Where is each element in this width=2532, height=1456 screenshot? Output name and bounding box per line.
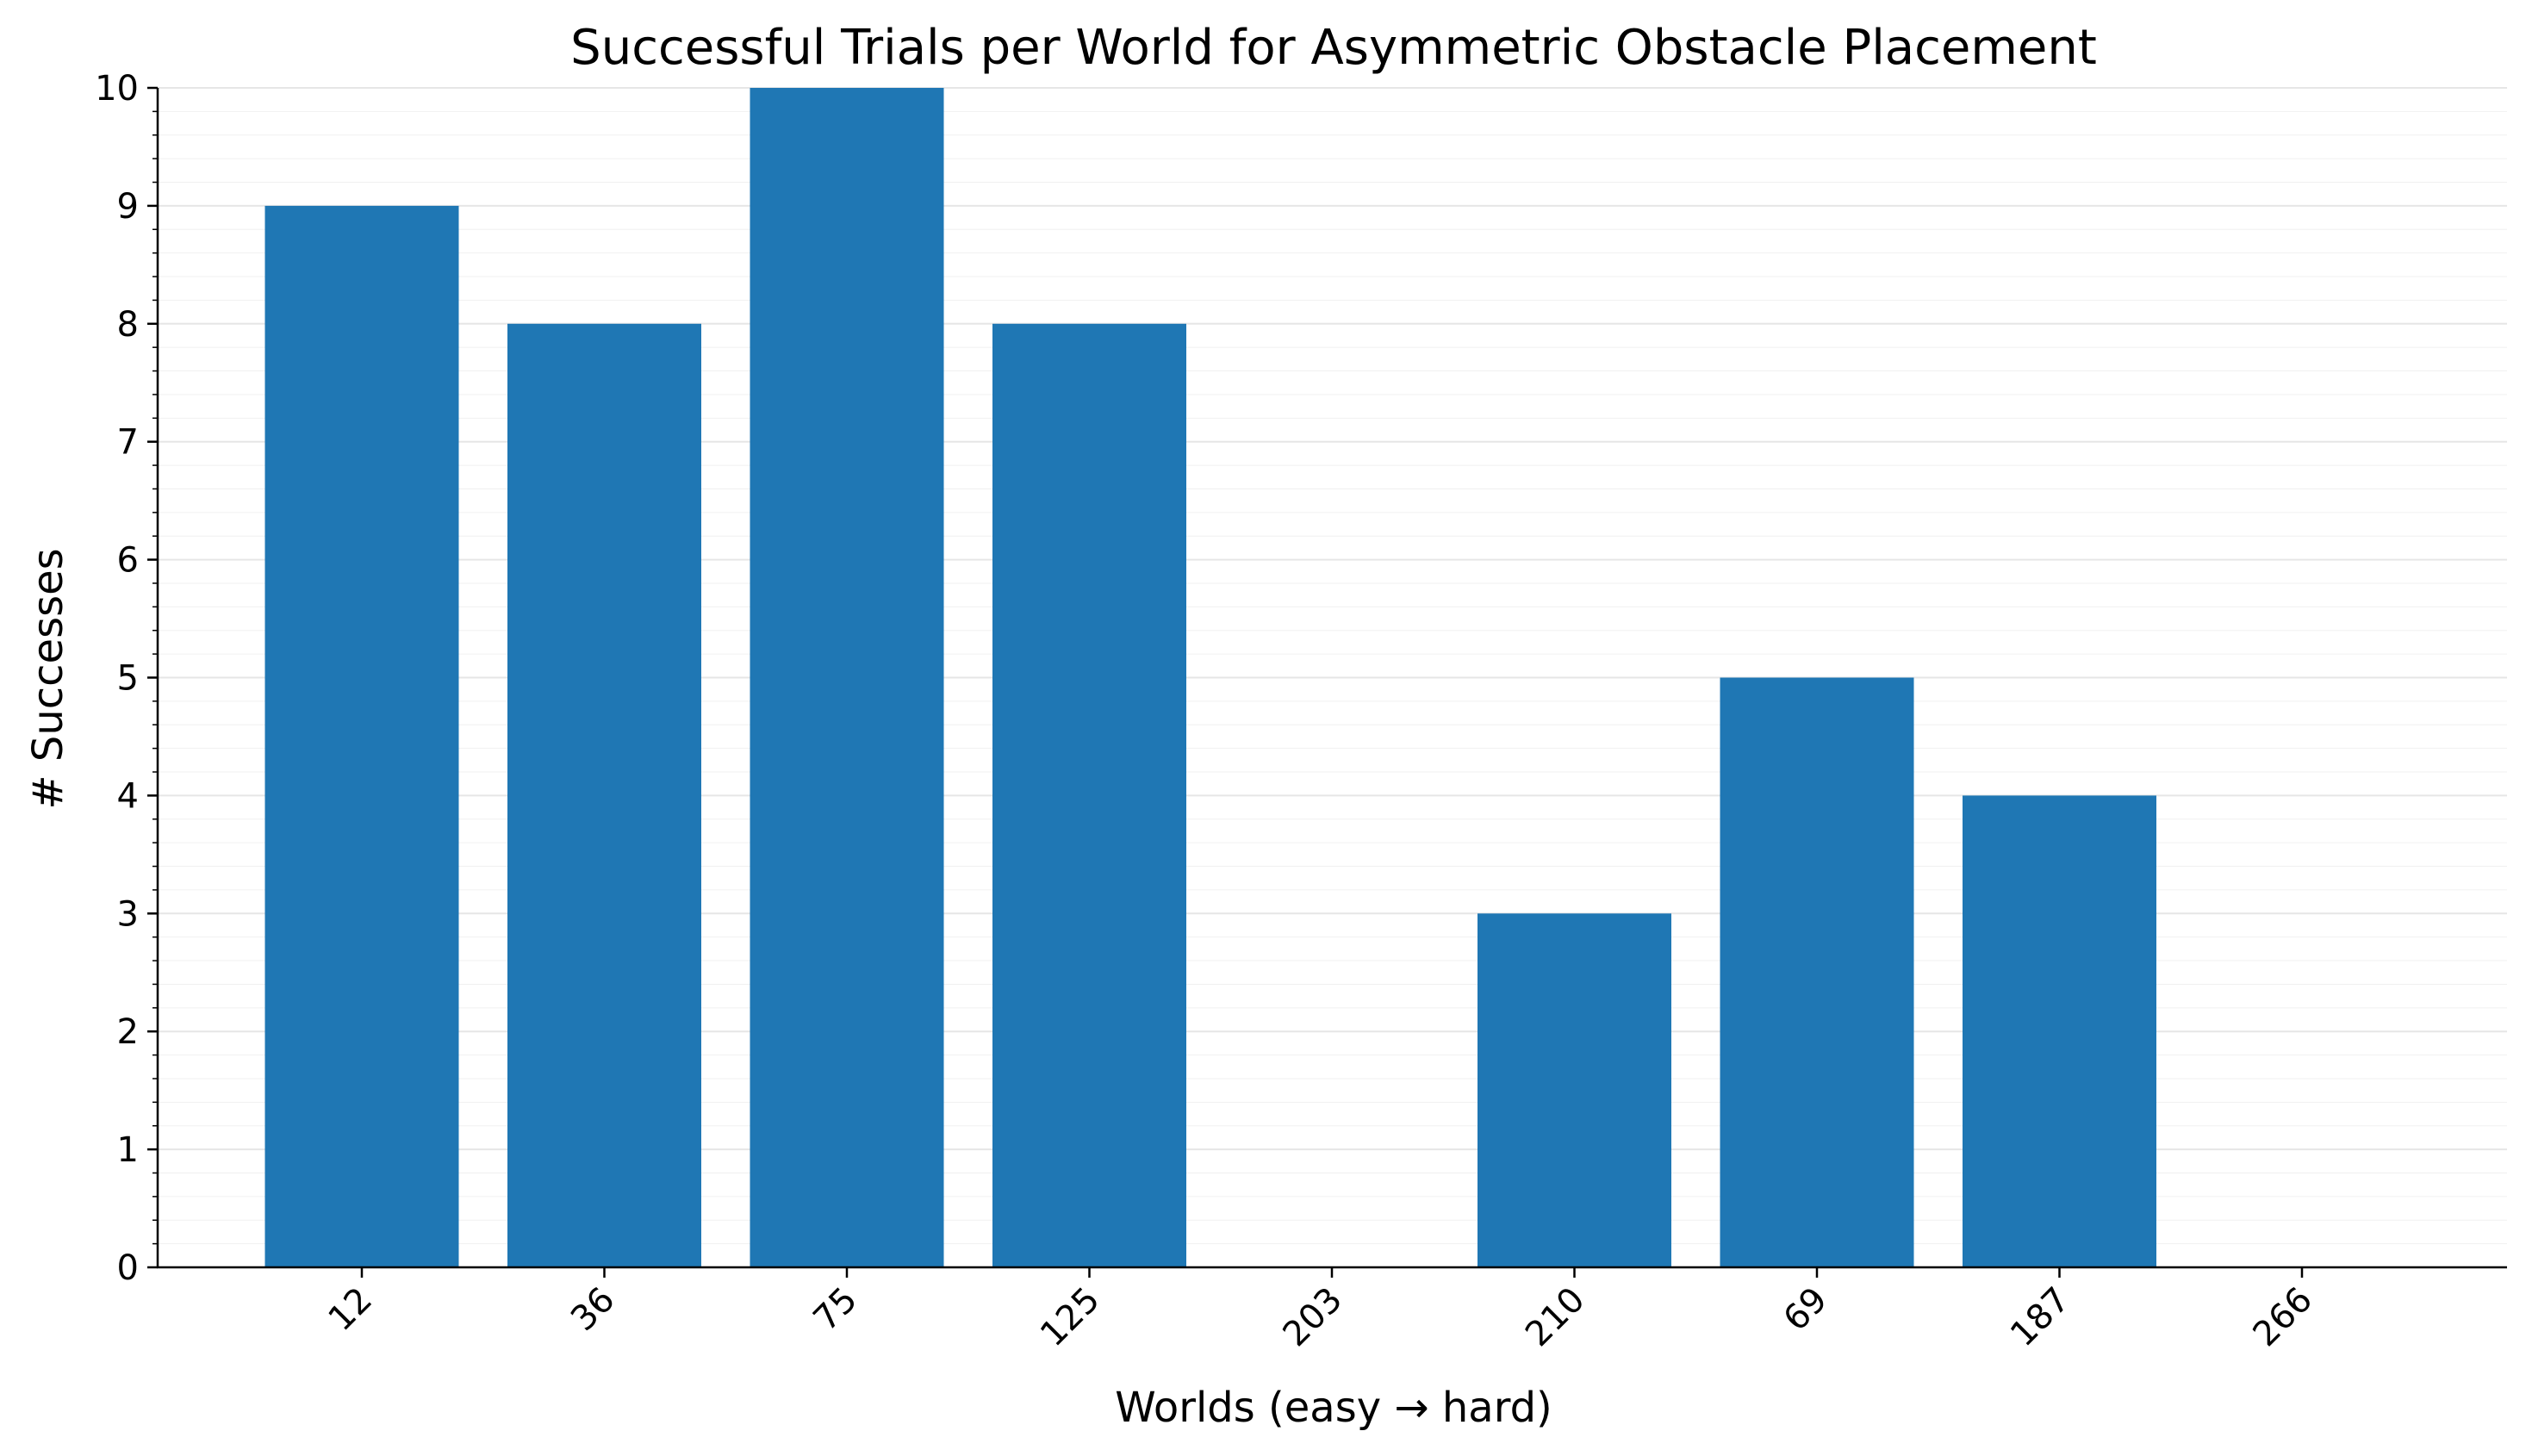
bar bbox=[507, 323, 701, 1267]
x-tick-label: 36 bbox=[563, 1280, 623, 1340]
y-tick-label: 1 bbox=[117, 1130, 139, 1170]
y-axis-label: # Successes bbox=[24, 548, 72, 809]
chart-title: Successful Trials per World for Asymmetr… bbox=[570, 20, 2097, 76]
y-tick-label: 9 bbox=[117, 187, 139, 227]
y-tick-label: 8 bbox=[117, 305, 139, 345]
x-tick-label: 210 bbox=[1518, 1280, 1593, 1355]
bar bbox=[992, 323, 1186, 1267]
x-tick-label: 69 bbox=[1776, 1280, 1836, 1340]
x-axis-label: Worlds (easy → hard) bbox=[1115, 1384, 1552, 1432]
x-tick-label: 12 bbox=[321, 1280, 381, 1340]
bar bbox=[1963, 795, 2156, 1267]
bar bbox=[264, 205, 459, 1267]
y-ticks: 0 1 2 3 4 5 6 7 8 9 10 bbox=[95, 69, 158, 1288]
y-tick-label: 5 bbox=[117, 659, 139, 699]
bar bbox=[750, 88, 944, 1267]
x-tick-label: 187 bbox=[2003, 1280, 2078, 1355]
x-tick-label: 75 bbox=[806, 1280, 866, 1340]
y-tick-label: 2 bbox=[117, 1012, 139, 1052]
x-tick-label: 125 bbox=[1033, 1280, 1108, 1355]
y-tick-label: 7 bbox=[117, 423, 139, 463]
x-ticks: 12 36 75 125 203 210 69 187 266 bbox=[321, 1267, 2321, 1355]
y-tick-label: 0 bbox=[117, 1248, 139, 1288]
x-tick-label: 266 bbox=[2246, 1280, 2321, 1355]
bars bbox=[264, 88, 2156, 1267]
y-tick-label: 4 bbox=[117, 776, 139, 816]
bar bbox=[1478, 913, 1671, 1267]
y-tick-label: 10 bbox=[95, 69, 139, 109]
y-tick-label: 3 bbox=[117, 894, 139, 934]
bar bbox=[1720, 677, 1914, 1267]
y-tick-label: 6 bbox=[117, 541, 139, 581]
x-tick-label: 203 bbox=[1276, 1280, 1351, 1355]
